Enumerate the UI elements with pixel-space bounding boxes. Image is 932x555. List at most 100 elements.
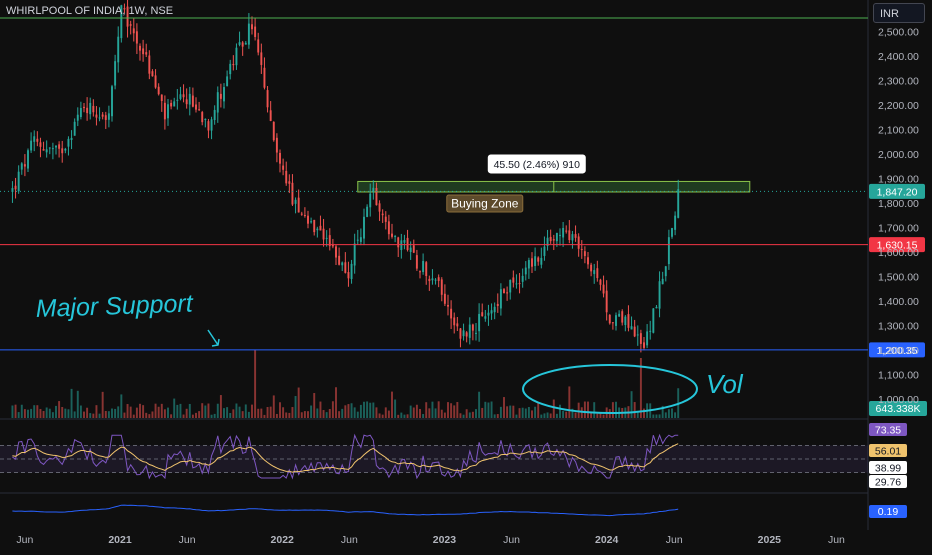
candle-body: [431, 278, 434, 281]
candle-body: [157, 86, 160, 95]
volume-bar: [291, 407, 294, 418]
candle-body: [70, 137, 73, 140]
volume-bar: [419, 408, 421, 418]
level-support-label: 1,200.35: [877, 345, 918, 357]
candle-body: [546, 237, 549, 247]
candle-body: [20, 163, 23, 170]
candle-body: [179, 94, 182, 99]
candle-body: [107, 113, 110, 120]
time-tick: Jun: [666, 534, 683, 546]
volume-bar: [568, 386, 571, 418]
price-tick: 2,500.00: [878, 27, 919, 39]
volume-tag: [869, 401, 927, 416]
volume-bar: [129, 406, 132, 418]
rsi-tag: [869, 423, 907, 436]
volume-bar: [101, 391, 104, 418]
currency-selector[interactable]: INR: [873, 3, 925, 23]
volume-bar: [232, 409, 235, 418]
candle-body: [667, 237, 670, 265]
candle-body: [117, 36, 120, 63]
volume-bar: [275, 413, 278, 418]
candle-body: [266, 90, 269, 108]
candle-body: [499, 289, 502, 309]
volume-bar: [484, 401, 487, 418]
candle-body: [338, 255, 341, 265]
price-tick: 2,200.00: [878, 100, 919, 112]
volume-bar: [61, 406, 64, 418]
volume-bar: [630, 391, 633, 418]
volume-bar: [226, 407, 229, 418]
candle-body: [549, 236, 552, 242]
volume-bar: [593, 402, 596, 418]
volume-bar: [674, 412, 677, 418]
candle-body: [195, 104, 197, 110]
volume-bar: [182, 414, 185, 418]
volume-bar: [537, 402, 540, 418]
volume-bar: [338, 411, 341, 418]
candle-body: [182, 94, 185, 98]
candle-body: [450, 308, 453, 319]
rsi-label: 29.76: [875, 477, 901, 489]
volume-bar: [655, 414, 658, 418]
price-tick: 1,100.00: [878, 370, 919, 382]
candle-body: [45, 149, 48, 153]
volume-bar: [42, 410, 45, 418]
volume-bar: [185, 408, 188, 418]
candle-body: [496, 303, 499, 306]
candle-body: [120, 5, 123, 39]
symbol-title[interactable]: WHIRLPOOL OF INDIA, 1W, NSE: [6, 5, 174, 17]
candle-body: [655, 306, 658, 309]
volume-bar: [30, 408, 33, 418]
volume-bar: [251, 404, 253, 418]
candle-body: [359, 237, 362, 242]
volume-bar: [468, 412, 471, 418]
candle-body: [294, 199, 297, 204]
candle-body: [593, 270, 596, 274]
volume-bar: [344, 405, 347, 418]
volume-bar: [412, 407, 415, 418]
candle-body: [425, 262, 428, 276]
volume-bar: [139, 403, 141, 418]
volume-bar: [107, 411, 110, 418]
candle-body: [319, 225, 322, 231]
candle-body: [658, 281, 661, 309]
volume-bar: [17, 412, 20, 418]
buying-zone: Buying Zone 45.50 (2.46%) 910: [357, 154, 751, 213]
candle-body: [76, 114, 79, 121]
candle-body: [580, 249, 583, 251]
volume-bar: [126, 404, 129, 418]
buying-zone-label-bg: [446, 194, 524, 213]
volume-bar: [611, 402, 614, 418]
volume-bar: [173, 398, 176, 418]
volume-bar: [331, 401, 334, 418]
volume-bar: [565, 411, 568, 418]
candle-body: [409, 247, 412, 252]
time-tick: Jun: [828, 534, 845, 546]
candle-body: [154, 75, 157, 88]
volume-bar: [384, 407, 387, 418]
volume-bar: [229, 412, 232, 418]
candle-body: [565, 230, 568, 232]
volume-bar: [555, 413, 558, 418]
volume-bar: [195, 412, 197, 418]
candle-body: [48, 147, 51, 149]
price-tick: 1,600.00: [878, 247, 919, 259]
volume-bar: [176, 404, 179, 418]
candle-body: [89, 102, 92, 115]
candle-body: [17, 171, 20, 192]
volume-bar: [512, 405, 515, 418]
volume-bar: [257, 408, 260, 418]
volume-bar: [353, 407, 356, 418]
volume-bar: [583, 401, 586, 418]
volume-bar: [83, 411, 85, 418]
candle-body: [484, 316, 487, 319]
candle-body: [61, 148, 64, 154]
candle-body: [403, 239, 406, 243]
candle-body: [521, 275, 524, 282]
volume-bar: [210, 414, 213, 418]
candle-body: [481, 312, 484, 317]
volume-bar: [216, 403, 219, 418]
candle-body: [347, 272, 350, 279]
price-tick: 1,000.00: [878, 394, 919, 406]
